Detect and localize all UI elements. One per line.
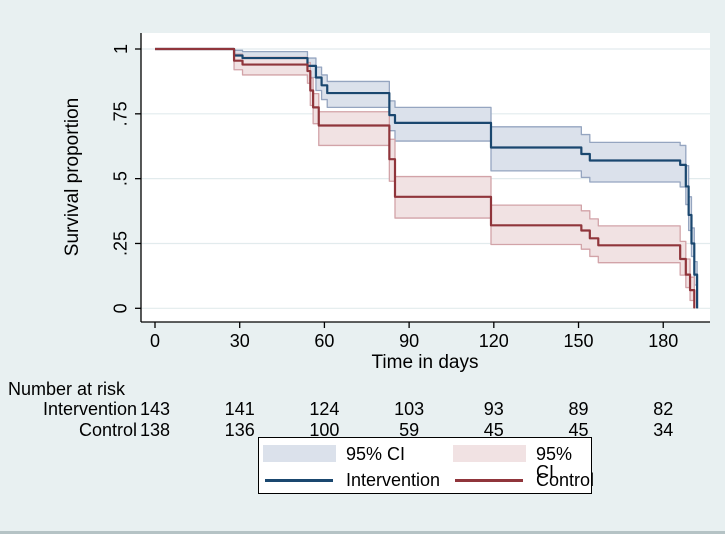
risk-count: 82 xyxy=(653,399,674,419)
legend-label-ci-intervention: 95% CI xyxy=(346,444,406,464)
y-tick-label: .75 xyxy=(111,101,131,126)
survival-line-intervention xyxy=(155,47,699,309)
risk-row-label-control: Control xyxy=(78,420,137,440)
legend-label-ci-control: 95% CI xyxy=(536,444,573,482)
x-tick-label: 90 xyxy=(399,331,419,351)
risk-count: 34 xyxy=(653,420,674,440)
x-tick-label: 150 xyxy=(564,331,594,351)
y-tick-label: .25 xyxy=(111,231,131,256)
x-tick-label: 0 xyxy=(150,331,160,351)
x-tick-label: 60 xyxy=(314,331,334,351)
line-swatch-control xyxy=(455,479,523,482)
line-swatch-intervention xyxy=(265,479,333,482)
x-tick-label: 120 xyxy=(479,331,509,351)
ci-band-swatch-intervention xyxy=(263,445,336,462)
risk-count: 93 xyxy=(483,399,504,419)
risk-count: 124 xyxy=(309,399,340,419)
risk-count: 136 xyxy=(224,420,255,440)
risk-count: 141 xyxy=(224,399,255,419)
risk-row-label-intervention: Intervention xyxy=(42,399,137,419)
risk-count: 45 xyxy=(568,420,589,440)
risk-count: 59 xyxy=(399,420,420,440)
x-axis-title: Time in days xyxy=(372,352,479,373)
ci-band-swatch-control xyxy=(453,445,526,462)
survival-line-control xyxy=(155,47,696,309)
risk-count: 45 xyxy=(483,420,504,440)
legend: 95% CI 95% CI Intervention Control xyxy=(258,437,595,494)
survival-curves xyxy=(155,47,699,309)
legend-label-intervention: Intervention xyxy=(346,470,441,490)
tick-labels: 0 .25 .5 .75 1 0 30 60 90 120 150 180 xyxy=(111,44,679,351)
risk-count: 143 xyxy=(139,399,171,419)
y-tick-label: .5 xyxy=(111,171,131,186)
axes xyxy=(135,33,710,328)
risk-count: 138 xyxy=(139,420,171,440)
x-tick-label: 180 xyxy=(648,331,678,351)
y-tick-label: 0 xyxy=(111,303,131,313)
x-tick-label: 30 xyxy=(230,331,250,351)
legend-label-control: Control xyxy=(536,470,595,490)
risk-count: 89 xyxy=(568,399,589,419)
risk-count: 100 xyxy=(309,420,340,440)
risk-count: 103 xyxy=(394,399,425,419)
y-axis-title: Survival proportion xyxy=(62,98,83,256)
risk-table-title: Number at risk xyxy=(8,379,126,399)
y-tick-label: 1 xyxy=(111,44,131,54)
